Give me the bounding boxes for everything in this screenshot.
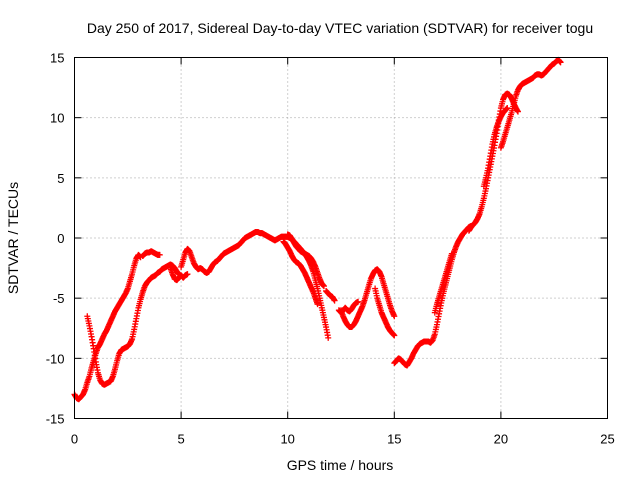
y-tick-label: 5	[57, 171, 64, 186]
data-point	[314, 301, 321, 308]
data-point	[514, 108, 521, 115]
y-tick-label: 0	[57, 231, 64, 246]
series-2	[139, 248, 163, 260]
data-point	[557, 59, 564, 66]
chart-title: Day 250 of 2017, Sidereal Day-to-day VTE…	[87, 20, 593, 36]
y-axis-label: SDTVAR / TECUs	[5, 182, 21, 294]
x-tick-label: 10	[280, 432, 294, 447]
x-tick-labels: 0 5 10 15 20 25	[71, 432, 615, 447]
series-9	[335, 298, 362, 316]
data-point	[504, 105, 511, 112]
data-point	[448, 250, 455, 257]
y-tick-label: 15	[50, 51, 64, 66]
data-point	[355, 298, 362, 305]
grid	[74, 57, 608, 419]
x-axis-label: GPS time / hours	[287, 457, 394, 473]
y-tick-labels: 15 10 5 0 -5 -10 -15	[46, 51, 65, 427]
data-point	[184, 271, 191, 278]
y-tick-label: 10	[50, 111, 64, 126]
data-point	[391, 332, 398, 339]
data-point	[331, 297, 338, 304]
data-point	[325, 334, 332, 341]
y-tick-label: -5	[53, 291, 65, 306]
series-1	[84, 261, 182, 388]
series-3	[167, 265, 191, 284]
y-tick-label: -10	[46, 351, 65, 366]
data-point	[391, 313, 398, 320]
data-point	[156, 251, 163, 258]
axis-ticks	[74, 57, 608, 419]
series-10	[372, 285, 398, 339]
series-5	[284, 231, 327, 290]
x-tick-label: 20	[494, 432, 508, 447]
series-14	[480, 105, 511, 190]
x-tick-label: 5	[177, 432, 184, 447]
data-point	[320, 283, 327, 290]
series-6	[280, 238, 321, 308]
series-7	[323, 287, 338, 304]
series-8	[338, 266, 398, 331]
series-12	[431, 250, 455, 316]
data-points	[71, 56, 564, 403]
series-11	[391, 222, 475, 369]
x-tick-label: 25	[600, 432, 614, 447]
x-tick-label: 0	[71, 432, 78, 447]
series-15	[497, 56, 564, 151]
x-tick-label: 15	[387, 432, 401, 447]
y-tick-label: -15	[46, 412, 65, 427]
plot-frame	[74, 57, 608, 419]
